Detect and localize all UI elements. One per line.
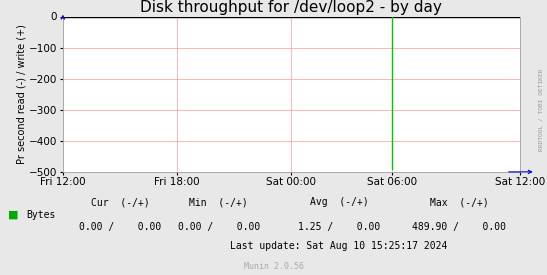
- Text: ■: ■: [8, 210, 19, 219]
- Y-axis label: Pr second read (-) / write (+): Pr second read (-) / write (+): [16, 24, 26, 164]
- Text: 0.00 /    0.00: 0.00 / 0.00: [178, 222, 260, 232]
- Text: 1.25 /    0.00: 1.25 / 0.00: [298, 222, 380, 232]
- Text: Min  (-/+): Min (-/+): [189, 197, 248, 207]
- Title: Disk throughput for /dev/loop2 - by day: Disk throughput for /dev/loop2 - by day: [141, 0, 442, 15]
- Text: 489.90 /    0.00: 489.90 / 0.00: [412, 222, 507, 232]
- Text: Cur  (-/+): Cur (-/+): [91, 197, 150, 207]
- Text: Last update: Sat Aug 10 15:25:17 2024: Last update: Sat Aug 10 15:25:17 2024: [230, 241, 448, 251]
- Text: Avg  (-/+): Avg (-/+): [310, 197, 369, 207]
- Text: Bytes: Bytes: [26, 210, 56, 219]
- Text: Munin 2.0.56: Munin 2.0.56: [243, 262, 304, 271]
- Text: 0.00 /    0.00: 0.00 / 0.00: [79, 222, 161, 232]
- Text: RRDTOOL / TOBI OETIKER: RRDTOOL / TOBI OETIKER: [538, 69, 543, 151]
- Text: Max  (-/+): Max (-/+): [430, 197, 489, 207]
